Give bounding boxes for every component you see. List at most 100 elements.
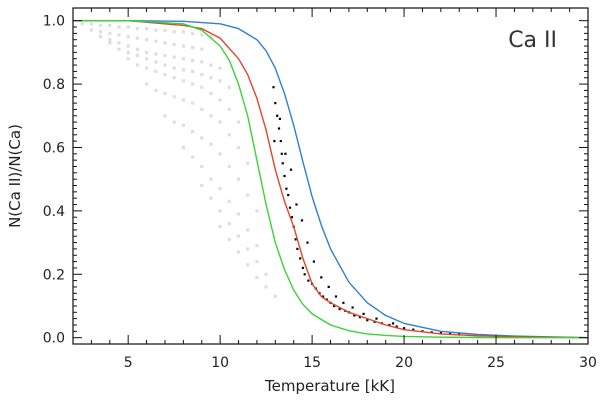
gray-point	[181, 145, 185, 150]
gray-point	[172, 55, 176, 59]
gray-point	[227, 164, 231, 169]
black-point	[395, 325, 398, 328]
black-point	[375, 317, 378, 320]
black-point	[281, 162, 284, 165]
gray-point	[126, 25, 130, 29]
gray-point	[218, 120, 222, 124]
gray-point	[99, 34, 103, 39]
y-tick-label: 0.6	[43, 140, 65, 156]
gray-point	[227, 237, 231, 241]
black-point	[388, 323, 391, 327]
gray-point	[181, 57, 185, 61]
gray-point	[154, 88, 158, 92]
gray-point	[218, 209, 222, 213]
black-point	[338, 308, 341, 311]
black-point	[306, 241, 309, 244]
gray-point	[218, 152, 222, 156]
black-point	[290, 216, 293, 219]
gray-point	[181, 123, 185, 127]
black-point	[334, 295, 338, 298]
black-point	[307, 279, 310, 282]
gray-point	[89, 22, 93, 26]
gray-point	[264, 285, 268, 289]
gray-point	[218, 225, 222, 229]
black-point	[412, 328, 415, 331]
gray-point	[126, 57, 130, 61]
gray-point	[154, 60, 158, 64]
x-tick-label: 30	[579, 355, 597, 371]
black-point	[280, 152, 283, 155]
gray-point	[172, 42, 176, 47]
gray-point	[172, 66, 176, 70]
gray-point	[227, 133, 231, 137]
black-point	[342, 301, 345, 304]
black-point	[320, 276, 323, 279]
gray-point	[172, 30, 176, 34]
y-tick-label: 0.8	[43, 77, 65, 93]
gray-point	[172, 95, 176, 99]
gray-point	[145, 82, 149, 86]
gray-point	[163, 53, 167, 58]
gray-point	[145, 66, 149, 70]
gray-point	[227, 221, 231, 226]
gray-point	[181, 79, 185, 83]
gray-point	[209, 34, 213, 39]
gray-point	[145, 50, 149, 54]
gray-point	[200, 136, 204, 140]
gray-point	[246, 193, 250, 197]
gray-point	[154, 52, 158, 56]
gray-point	[200, 183, 204, 188]
black-point	[295, 203, 298, 206]
gray-point	[117, 41, 121, 45]
black-point	[333, 304, 336, 308]
y-tick-label: 1.0	[43, 14, 65, 30]
gray-point	[126, 44, 130, 48]
gray-point	[218, 187, 222, 191]
black-point	[284, 152, 287, 155]
black-point	[278, 117, 281, 120]
black-point	[288, 206, 292, 209]
black-point	[294, 238, 297, 241]
gray-point	[163, 92, 167, 96]
gray-point	[108, 31, 112, 35]
gray-point	[255, 244, 259, 248]
black-point	[277, 127, 281, 130]
gray-point	[181, 44, 185, 48]
gray-point	[227, 107, 231, 111]
y-axis-ticks: 0.0 0.2 0.4 0.6 0.8 1.0	[43, 14, 588, 347]
gray-point	[172, 76, 176, 80]
gray-point	[191, 82, 195, 86]
gray-point	[273, 294, 277, 299]
black-point	[391, 322, 395, 325]
gray-point	[163, 41, 167, 45]
gray-point	[191, 101, 195, 105]
gray-point	[246, 263, 250, 267]
x-tick-label: 25	[487, 355, 505, 371]
gray-point	[181, 30, 185, 34]
gray-point	[154, 39, 158, 43]
gray-point	[145, 38, 149, 42]
black-point	[276, 114, 279, 117]
x-tick-label: 15	[303, 355, 321, 371]
black-point	[272, 86, 275, 89]
black-point	[303, 273, 306, 276]
black-point	[322, 295, 325, 298]
black-point	[353, 314, 356, 317]
black-point	[279, 140, 282, 143]
gray-point	[209, 76, 213, 80]
gray-point	[209, 177, 213, 181]
gray-point	[191, 31, 195, 35]
y-tick-label: 0.4	[43, 204, 65, 220]
gray-density-layer	[80, 22, 277, 299]
black-point	[301, 266, 304, 269]
gray-point	[163, 114, 167, 118]
gray-point	[227, 85, 231, 89]
gray-point	[209, 142, 213, 146]
gray-point	[89, 28, 93, 32]
gray-point	[246, 228, 250, 232]
x-tick-label: 20	[395, 355, 413, 371]
gray-point	[236, 234, 241, 238]
gray-point	[236, 120, 241, 124]
